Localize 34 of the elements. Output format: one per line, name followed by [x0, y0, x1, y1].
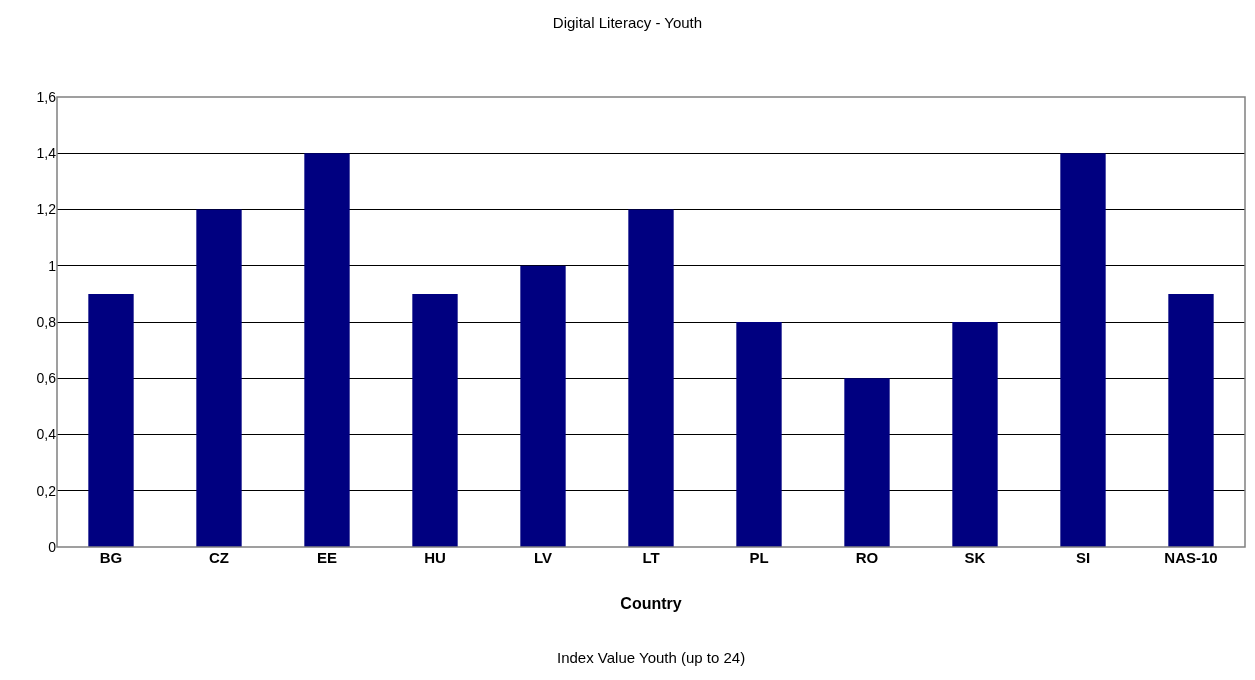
x-tick-label: CZ — [209, 549, 229, 566]
y-tick-label: 0,8 — [36, 313, 57, 330]
y-tick-label: 1,6 — [36, 88, 57, 105]
bar — [736, 322, 782, 547]
bar — [1060, 153, 1106, 547]
bar — [520, 265, 566, 547]
y-tick-label: 1 — [48, 257, 57, 274]
bar — [628, 209, 674, 547]
x-axis-title: Country — [620, 594, 682, 612]
x-tick-label: SI — [1075, 549, 1091, 566]
x-tick-label: RO — [855, 549, 879, 566]
y-tick-label: 0,6 — [36, 370, 57, 387]
x-tick-label: LT — [642, 549, 660, 566]
bar — [304, 153, 350, 547]
x-tick-label: SK — [964, 549, 986, 566]
x-tick-label: LV — [533, 549, 553, 566]
bar — [1168, 293, 1214, 547]
y-tick-label: 1,2 — [36, 201, 57, 218]
x-tick-label: BG — [99, 549, 123, 566]
x-tick-label: NAS-10 — [1164, 549, 1218, 566]
text: Index Value Youth (up to 24) — [557, 649, 746, 666]
x-tick-label: HU — [424, 549, 446, 566]
bar — [844, 378, 890, 547]
y-tick-label: 0,4 — [36, 426, 57, 443]
y-tick-label: 0,2 — [36, 482, 57, 499]
bar — [196, 209, 242, 547]
bar — [952, 322, 998, 547]
chart-title: Digital Literacy - Youth — [552, 13, 703, 31]
y-tick-label: 1,4 — [36, 145, 57, 162]
x-tick-label: PL — [749, 549, 769, 566]
y-tick-label: 0 — [48, 538, 57, 555]
bar — [88, 293, 134, 547]
bar — [412, 293, 458, 547]
x-tick-label: EE — [316, 549, 338, 566]
